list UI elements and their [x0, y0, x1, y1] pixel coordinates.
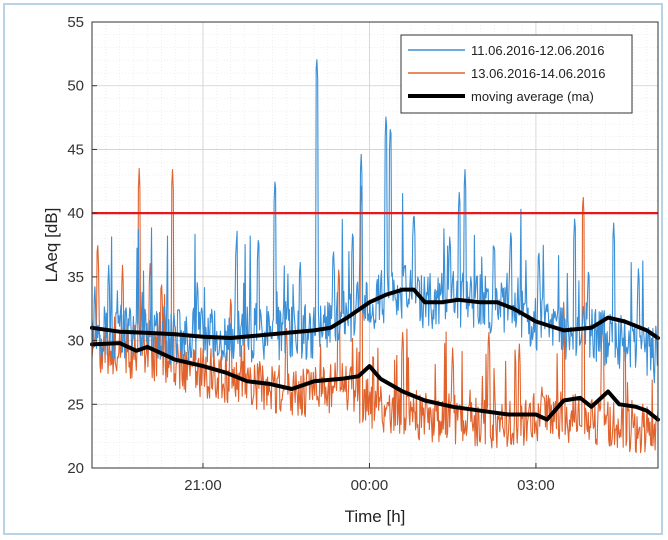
x-tick-label: 21:00 — [184, 477, 222, 494]
moving-average-line-1 — [90, 287, 660, 340]
y-tick-label: 25 — [67, 396, 84, 413]
series-line-1 — [91, 59, 659, 384]
legend-label-series-2: 13.06.2016-14.06.2016 — [471, 66, 605, 81]
legend-label-moving-average: moving average (ma) — [471, 89, 594, 104]
moving-average-layer — [90, 287, 660, 422]
y-axis-ticks: 20 25 30 35 40 45 50 55 — [67, 14, 97, 477]
y-tick-label: 20 — [67, 460, 84, 477]
legend-label-series-1: 11.06.2016-12.06.2016 — [471, 43, 605, 58]
moving-average-line-2 — [90, 341, 660, 422]
y-axis-title: LAeq [dB] — [42, 208, 61, 283]
series-layer — [91, 59, 659, 454]
plot-border — [91, 21, 659, 469]
x-tick-label: 00:00 — [351, 477, 389, 494]
y-tick-label: 55 — [67, 14, 84, 31]
legend-box — [400, 34, 633, 114]
y-tick-label: 45 — [67, 141, 84, 158]
y-tick-label: 30 — [67, 333, 84, 350]
y-tick-label: 50 — [67, 78, 84, 95]
legend: 11.06.2016-12.06.2016 13.06.2016-14.06.2… — [400, 34, 633, 114]
x-axis-title: Time [h] — [345, 507, 406, 526]
y-tick-label: 35 — [67, 269, 84, 286]
x-axis-ticks: 21:00 00:00 03:00 — [184, 463, 555, 494]
series-line-2 — [91, 167, 659, 454]
x-tick-label: 03:00 — [517, 477, 555, 494]
y-tick-label: 40 — [67, 205, 84, 222]
